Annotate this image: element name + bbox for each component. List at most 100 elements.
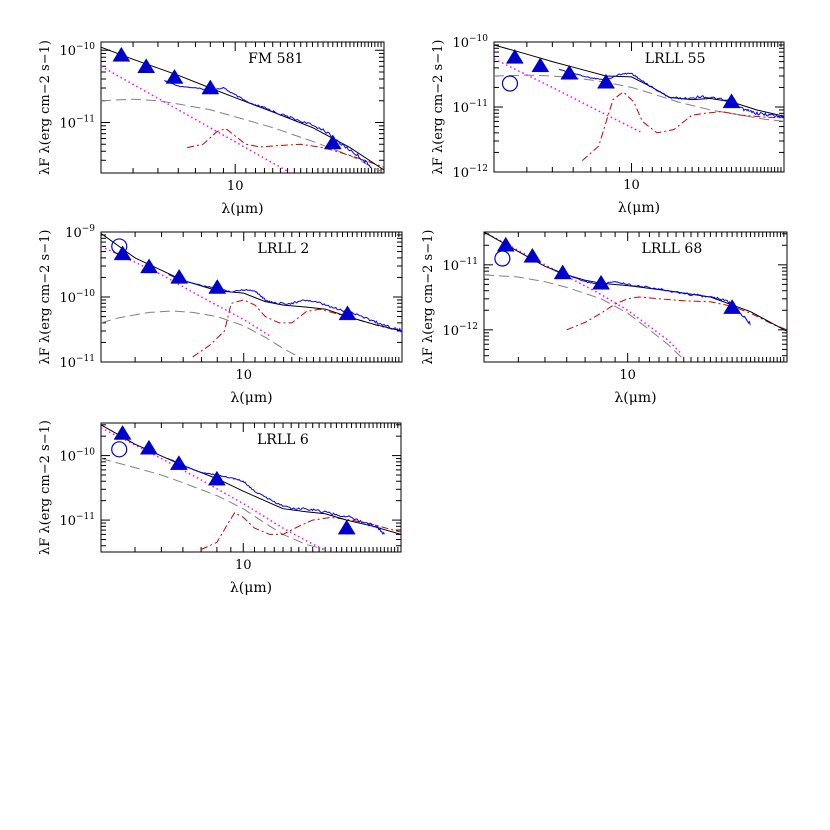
photometry-point [723, 299, 742, 314]
photometry-point [722, 93, 741, 109]
x-tick-label: 10 [235, 368, 252, 383]
y-tick-label: 10−11 [442, 257, 478, 274]
y-tick-label-base: 10 [59, 450, 76, 465]
silicate_component-line [192, 299, 402, 358]
model-line [101, 424, 401, 535]
y-tick-label-exponent: −11 [459, 257, 478, 267]
y-tick-label-exponent: −10 [76, 289, 95, 299]
y-tick-label-exponent: −11 [469, 99, 488, 109]
photometry-point [169, 455, 188, 470]
y-tick-label: 10−12 [442, 322, 478, 339]
inner_component-line [494, 74, 784, 122]
panel-label: LRLL 55 [645, 51, 706, 67]
x-axis-label: λ(μm) [614, 390, 656, 406]
inner_component-line [484, 274, 685, 360]
y-tick-label: 10−11 [59, 354, 95, 371]
plot-frame [100, 422, 402, 553]
photometry-point [553, 264, 572, 280]
photosphere-line [101, 427, 326, 551]
photosphere-line [101, 245, 271, 337]
photometry-point [505, 48, 524, 64]
y-tick-label-base: 10 [442, 324, 459, 339]
photometry-point [560, 64, 579, 80]
y-tick-label-base: 10 [59, 356, 76, 371]
spectrum-line [168, 274, 402, 333]
y-tick-label: 10−10 [452, 34, 488, 51]
panel-label: FM 581 [248, 51, 303, 67]
silicate_component-line [187, 128, 384, 168]
y-tick-label-base: 10 [442, 259, 459, 274]
curves [484, 232, 787, 360]
y-axis-label: λF λ(erg cm−2 s−1) [38, 420, 53, 555]
y-tick-label-exponent: −10 [469, 34, 488, 44]
spectrum-line [551, 268, 751, 326]
photosphere-line [101, 65, 293, 173]
photometry-point [112, 46, 131, 62]
x-axis-label: λ(μm) [230, 390, 272, 406]
x-axis-label: λ(μm) [618, 200, 660, 216]
photometry-point [137, 58, 156, 74]
photometry-point [170, 268, 189, 284]
y-tick-label-base: 10 [452, 166, 469, 181]
y-tick-label: 10−9 [65, 224, 95, 241]
photometry-point [139, 439, 158, 455]
photosphere-line [484, 232, 681, 353]
y-tick-label-base: 10 [59, 291, 76, 306]
photosphere-line [494, 58, 643, 134]
photometry-point [592, 274, 610, 290]
y-tick-label: 10−10 [59, 289, 95, 306]
y-tick-label: 10−11 [59, 114, 95, 131]
y-tick-label-exponent: −10 [76, 42, 95, 52]
photometry-point [165, 68, 184, 84]
x-tick-label: 10 [227, 179, 244, 194]
y-tick-label: 10−10 [59, 42, 95, 59]
y-axis-label: λF λ(erg cm−2 s−1) [431, 40, 446, 175]
y-tick-label-base: 10 [65, 226, 82, 241]
photometry-point [531, 57, 550, 73]
panel-label: LRLL 2 [258, 241, 310, 257]
inner_component-line [101, 458, 326, 550]
silicate_component-line [200, 512, 401, 550]
spectrum-line [167, 457, 385, 535]
silicate_component-line [581, 91, 784, 161]
spectrum-line [558, 68, 784, 119]
open-photometry-point [111, 441, 128, 458]
y-axis-label: λF λ(erg cm−2 s−1) [38, 230, 53, 365]
curves [101, 232, 402, 360]
panel-label: LRLL 6 [257, 432, 309, 448]
curves [101, 424, 401, 551]
y-tick-label-exponent: −9 [82, 224, 96, 234]
x-tick-label: 10 [623, 178, 640, 193]
y-tick-label-base: 10 [59, 116, 76, 131]
y-tick-label-base: 10 [59, 514, 76, 529]
y-tick-label-exponent: −11 [76, 114, 95, 124]
photometry-point [323, 134, 342, 150]
y-tick-label: 10−11 [59, 512, 95, 529]
plot-frame [100, 231, 403, 363]
y-tick-label-exponent: −11 [76, 512, 95, 522]
photometry-point [113, 425, 132, 440]
photometry-point [201, 79, 220, 95]
photometry-point [140, 258, 159, 274]
x-tick-label: 10 [235, 558, 252, 573]
model-line [494, 44, 784, 117]
photometry-point [338, 305, 357, 321]
y-axis-label: λF λ(erg cm−2 s−1) [38, 40, 53, 175]
plot-frame [483, 231, 788, 363]
y-tick-label: 10−11 [452, 99, 488, 116]
y-tick-label-base: 10 [59, 44, 76, 59]
photometry-point [523, 247, 542, 263]
x-tick-label: 10 [619, 368, 636, 383]
plot-frame [100, 41, 385, 174]
open-photometry-point [501, 75, 519, 92]
y-tick-label-exponent: −12 [459, 322, 478, 332]
y-tick-label-exponent: −12 [469, 164, 488, 174]
inner_component-line [101, 98, 384, 173]
model-line [484, 232, 787, 332]
panel-label: LRLL 68 [642, 241, 703, 257]
photometry-point [337, 519, 356, 535]
